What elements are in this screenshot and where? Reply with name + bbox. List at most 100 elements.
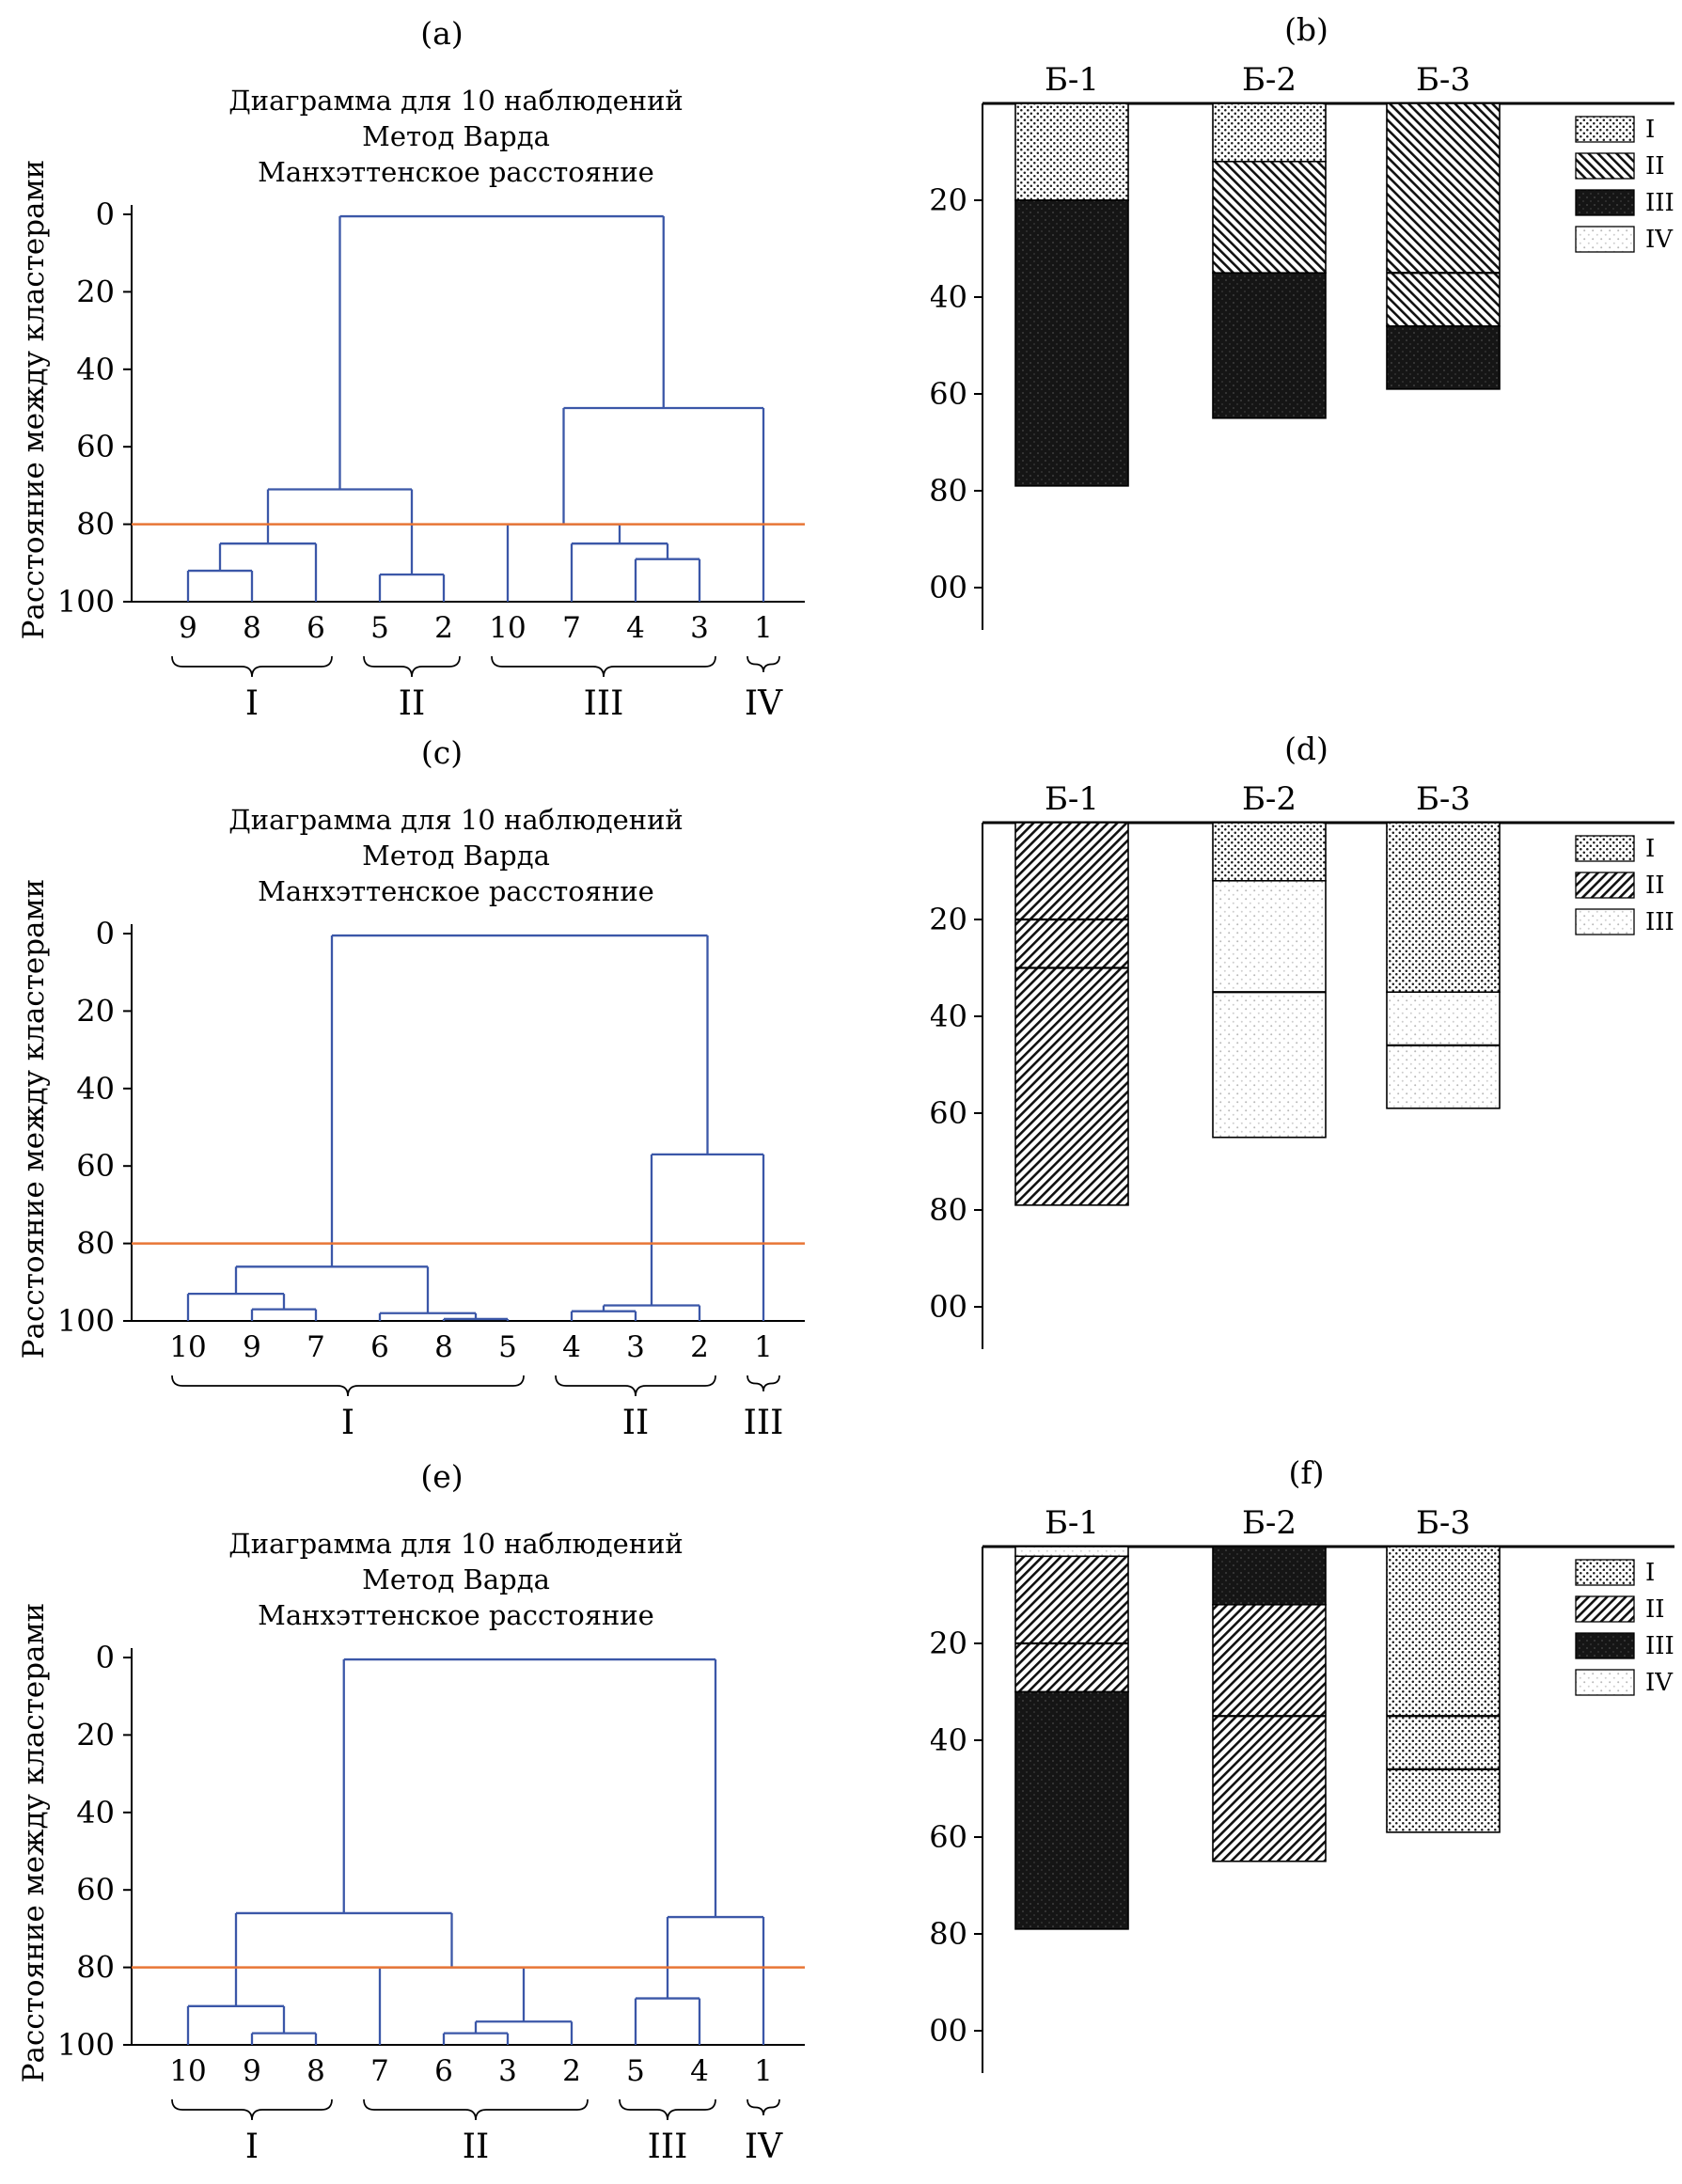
subtitle-line-1: Диаграмма для 10 наблюдений — [228, 85, 684, 117]
y-tick-label: 20 — [76, 993, 115, 1029]
group-brace — [491, 655, 716, 678]
y-tick-label: 0 — [96, 916, 115, 951]
y-tick-label: 80 — [931, 473, 967, 509]
leaf-label: 9 — [243, 2054, 261, 2088]
legend-swatch — [1575, 116, 1635, 143]
panel-c-label: (c) — [420, 734, 464, 771]
leaf-label: 7 — [370, 2054, 389, 2088]
group-brace — [171, 2098, 333, 2121]
y-tick-label: 100 — [57, 2027, 115, 2063]
y-tick-label: 60 — [76, 1148, 115, 1184]
panel-a: (a) Диаграмма для 10 наблюдений Метод Ва… — [0, 0, 931, 719]
y-tick-label: 40 — [931, 1722, 967, 1758]
y-tick-label: 40 — [76, 1071, 115, 1107]
leaf-label: 3 — [690, 611, 709, 645]
leaf-label: 5 — [626, 2054, 645, 2088]
legend-swatch — [1575, 835, 1635, 862]
bar-segment — [1014, 1555, 1129, 1693]
y-tick-label: 80 — [76, 1226, 115, 1262]
column-header: Б-3 — [1416, 1504, 1470, 1542]
leaf-label: 10 — [169, 1330, 206, 1364]
legend-swatch — [1575, 189, 1635, 216]
panel-c-subtitle: Диаграмма для 10 наблюдений Метод Варда … — [9, 802, 903, 909]
leaf-label: 8 — [243, 611, 261, 645]
bar-segment — [1014, 822, 1129, 1206]
panel-c: (c) Диаграмма для 10 наблюдений Метод Ва… — [0, 719, 931, 1443]
panel-e: (e) Диаграмма для 10 наблюдений Метод Ва… — [0, 1443, 931, 2184]
subtitle-line-2: Метод Варда — [362, 120, 550, 152]
column-header: Б-2 — [1242, 780, 1297, 818]
column-header: Б-1 — [1045, 61, 1099, 99]
dendrogram-tree — [186, 934, 765, 1321]
y-tick-label: 0 — [96, 196, 115, 232]
group-label: I — [341, 1404, 354, 1442]
panel-d-label: (d) — [1284, 731, 1328, 767]
group-label: II — [622, 1404, 649, 1442]
bar-segment — [1014, 102, 1129, 201]
leaf-label: 1 — [754, 2054, 773, 2088]
group-label: III — [648, 2128, 688, 2166]
group-label: I — [245, 2128, 259, 2166]
legend-label: III — [1645, 189, 1674, 217]
y-tick-label: 40 — [931, 998, 967, 1034]
panel-e-subtitle: Диаграмма для 10 наблюдений Метод Варда … — [9, 1526, 903, 1633]
legend-label: III — [1645, 1632, 1674, 1660]
legend-label: II — [1645, 872, 1665, 900]
leaf-label: 6 — [370, 1330, 389, 1364]
legend-swatch — [1575, 226, 1635, 253]
panel-a-label: (a) — [420, 15, 464, 52]
leaf-label: 3 — [498, 2054, 517, 2088]
leaf-label: 7 — [307, 1330, 325, 1364]
legend-label: II — [1645, 152, 1665, 181]
legend-label: I — [1645, 1559, 1655, 1587]
panel-f-label: (f) — [1288, 1454, 1325, 1491]
legend-swatch — [1575, 1595, 1635, 1623]
group-label: II — [399, 684, 425, 719]
leaf-label: 2 — [562, 2054, 581, 2088]
bar-segment — [1386, 991, 1501, 1109]
bar-segment — [1014, 199, 1129, 487]
leaf-label: 8 — [434, 1330, 453, 1364]
leaf-label: 10 — [169, 2054, 206, 2088]
column-header: Б-2 — [1242, 61, 1297, 99]
legend-label: I — [1645, 116, 1655, 144]
legend-label: I — [1645, 835, 1655, 863]
subtitle-line-3: Манхэттенское расстояние — [258, 875, 654, 907]
legend-label: IV — [1645, 1669, 1674, 1697]
leaf-label: 4 — [562, 1330, 581, 1364]
bar-segment — [1386, 822, 1501, 994]
group-brace — [171, 1375, 525, 1397]
y-tick-label: 20 — [931, 902, 967, 937]
column-header: Б-3 — [1416, 61, 1470, 99]
group-label: IV — [745, 2128, 783, 2166]
panel-e-label: (e) — [420, 1458, 464, 1495]
column-header: Б-1 — [1045, 1504, 1099, 1542]
group-label: III — [584, 684, 624, 719]
legend-swatch — [1575, 1669, 1635, 1696]
leaf-label: 2 — [434, 611, 453, 645]
leaf-label: 3 — [626, 1330, 645, 1364]
y-tick-label: 20 — [76, 274, 115, 309]
legend-swatch — [1575, 1559, 1635, 1586]
group-brace — [555, 1375, 716, 1397]
bar-segment — [1386, 325, 1501, 390]
group-label: III — [744, 1404, 784, 1442]
leaf-label: 2 — [690, 1330, 709, 1364]
leaf-label: 6 — [434, 2054, 453, 2088]
bar-segment — [1212, 102, 1327, 163]
y-tick-label: 60 — [76, 1872, 115, 1908]
subtitle-line-2: Метод Варда — [362, 840, 550, 872]
leaf-label: 5 — [370, 611, 389, 645]
y-tick-label: 20 — [76, 1717, 115, 1752]
bar-segment — [1212, 822, 1327, 882]
subtitle-line-1: Диаграмма для 10 наблюдений — [228, 804, 684, 836]
legend-swatch — [1575, 152, 1635, 180]
y-tick-label: 80 — [931, 1192, 967, 1228]
group-brace — [747, 655, 780, 673]
panel-b-label: (b) — [1284, 11, 1328, 48]
group-label: II — [463, 2128, 489, 2166]
legend-label: IV — [1645, 226, 1674, 254]
